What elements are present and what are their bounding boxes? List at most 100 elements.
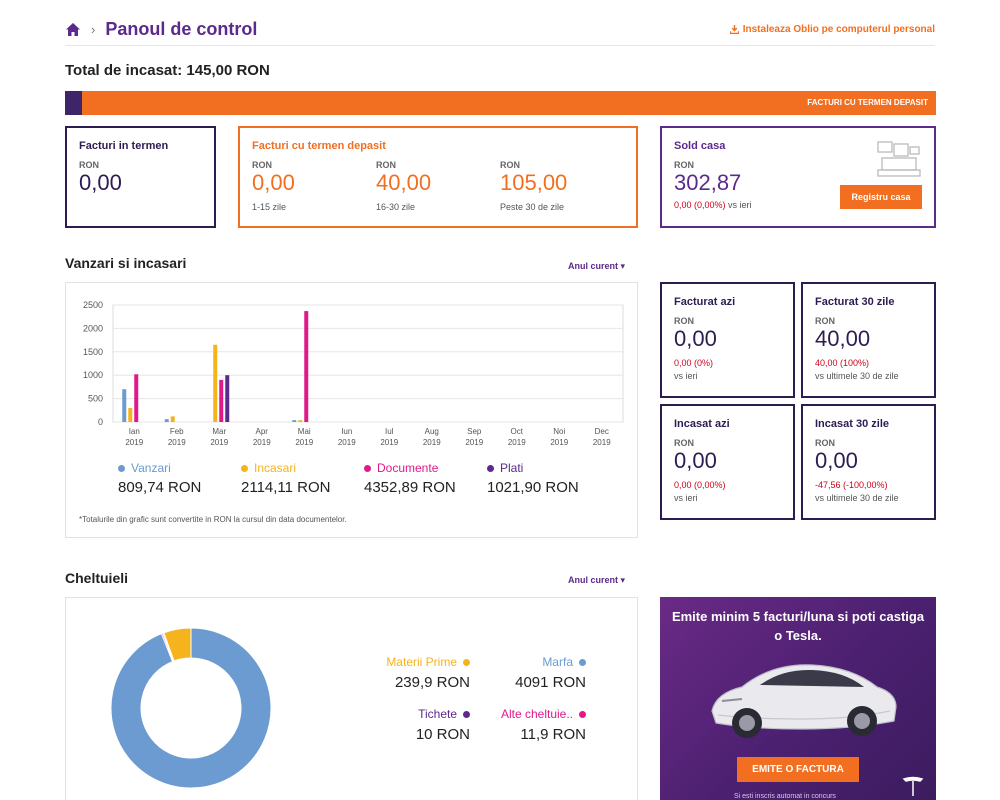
period-label: Anul curent [568, 575, 619, 585]
card-title: Facturi in termen [79, 140, 169, 152]
x-tick-label: Mai [298, 427, 311, 436]
x-tick-label: 2019 [210, 438, 228, 447]
expense-value: 239,9 RON [394, 674, 470, 691]
x-tick-label: 2019 [168, 438, 186, 447]
x-tick-label: Iul [385, 427, 394, 436]
x-tick-label: 2019 [295, 438, 313, 447]
compare-label: vs ieri [674, 371, 698, 381]
delta-value: 40,00 (100%) [815, 358, 870, 368]
currency-label: RON [674, 160, 694, 170]
dot-icon [487, 464, 494, 472]
currency-label: RON [815, 316, 835, 326]
legend-item[interactable]: Incasari 2114,11 RON [241, 461, 364, 496]
x-tick-label: 2019 [423, 438, 441, 447]
expense-name: Tichete [418, 707, 457, 721]
card-cash-balance: Sold casa RON 302,87 0,00 (0,00%) vs ier… [660, 126, 936, 228]
cash-register-icon [877, 141, 921, 177]
bar-documente [134, 374, 139, 422]
expense-value: 11,9 RON [520, 726, 586, 743]
x-tick-label: 2019 [380, 438, 398, 447]
bar-plati [225, 375, 230, 422]
card-title: Facturi cu termen depasit [252, 140, 386, 152]
y-tick-label: 2500 [83, 300, 103, 310]
y-tick-label: 500 [88, 394, 103, 404]
x-tick-label: 2019 [125, 438, 143, 447]
dot-icon [118, 464, 125, 472]
delta-suffix: vs ieri [728, 200, 752, 210]
chart-legend: Vanzari 809,74 RON Incasari 2114,11 RON … [118, 461, 610, 496]
currency-label: RON [674, 438, 694, 448]
card-collected-today: Incasat azi RON 0,00 0,00 (0,00%) vs ier… [660, 404, 795, 520]
x-tick-label: Aug [425, 427, 439, 436]
install-link-label: Instaleaza Oblio pe computerul personal [742, 24, 935, 35]
expense-item: Tichete 10 RON [350, 707, 470, 743]
issue-invoice-button[interactable]: EMITE O FACTURA [737, 757, 859, 782]
legend-value: 809,74 RON [118, 479, 202, 496]
x-tick-label: Ian [129, 427, 140, 436]
expenses-donut-chart [110, 627, 272, 789]
legend-value: 2114,11 RON [241, 479, 331, 496]
dot-icon [579, 710, 586, 718]
bar-vanzari [292, 420, 297, 422]
amount-value: 0,00 [674, 326, 717, 351]
legend-item[interactable]: Vanzari 809,74 RON [118, 461, 241, 496]
legend-item[interactable]: Documente 4352,89 RON [364, 461, 487, 496]
x-tick-label: Feb [170, 427, 184, 436]
y-tick-label: 0 [98, 417, 103, 427]
expense-name: Materii Prime [386, 655, 457, 669]
page-title: Panoul de control [105, 19, 258, 39]
bar-documente [304, 311, 309, 422]
delta-value: 0,00 (0,00%) [674, 200, 726, 210]
tesla-promo-banner[interactable]: Emite minim 5 facturi/luna si poti casti… [660, 597, 936, 800]
delta-value: 0,00 (0,00%) [674, 480, 726, 490]
card-invoices-in-term[interactable]: Facturi in termen RON 0,00 [65, 126, 216, 228]
promo-text: Emite minim 5 facturi/luna si poti casti… [671, 609, 925, 643]
amount-value: 302,87 [674, 170, 742, 195]
card-title: Incasat azi [674, 418, 730, 430]
amount-value: 40,00 [376, 170, 432, 195]
x-tick-label: 2019 [338, 438, 356, 447]
download-icon [729, 25, 739, 34]
dot-icon [463, 710, 470, 718]
chevron-right-icon: › [91, 22, 96, 37]
overdue-bucket: RON 40,00 16-30 zile [376, 160, 500, 212]
currency-label: RON [376, 160, 396, 170]
x-tick-label: 2019 [253, 438, 271, 447]
expense-value: 10 RON [415, 726, 470, 743]
cash-register-button[interactable]: Registru casa [840, 185, 922, 209]
legend-item[interactable]: Plati 1021,90 RON [487, 461, 610, 496]
currency-label: RON [815, 438, 835, 448]
y-tick-label: 1500 [83, 347, 103, 357]
bar-incasari [170, 416, 175, 422]
x-tick-label: Noi [553, 427, 565, 436]
home-icon[interactable] [65, 22, 81, 38]
x-tick-label: Apr [256, 427, 269, 436]
overdue-progress-bar: FACTURI CU TERMEN DEPASIT [65, 91, 936, 115]
donut-slice[interactable] [110, 627, 272, 789]
total-to-collect: Total de incasat: 145,00 RON [65, 62, 270, 79]
expenses-period-dropdown[interactable]: Anul curent ▾ [568, 575, 625, 586]
overdue-bucket: RON 0,00 1-15 zile [252, 160, 376, 212]
plot-area [112, 304, 624, 423]
install-link[interactable]: Instaleaza Oblio pe computerul personal [729, 24, 935, 35]
currency-label: RON [674, 316, 694, 326]
dot-icon [241, 464, 248, 472]
donut-slice[interactable] [163, 627, 192, 662]
card-invoices-overdue[interactable]: Facturi cu termen depasit RON 0,00 1-15 … [238, 126, 638, 228]
bar-incasari [298, 420, 303, 422]
bar-vanzari [122, 389, 127, 422]
car-image [711, 664, 897, 738]
bar-incasari [213, 344, 218, 422]
sales-period-dropdown[interactable]: Anul curent ▾ [568, 261, 625, 272]
legend-name: Documente [377, 461, 439, 475]
delta-value: -47,56 (-100,00%) [815, 480, 888, 490]
legend-name: Incasari [254, 461, 297, 475]
dot-icon [364, 464, 371, 472]
legend-name: Vanzari [131, 461, 171, 475]
x-tick-label: 2019 [593, 438, 611, 447]
legend-name: Plati [500, 461, 524, 475]
y-tick-label: 2000 [83, 323, 103, 333]
legend-value: 4352,89 RON [364, 479, 456, 496]
expense-item: Materii Prime 239,9 RON [350, 655, 470, 691]
card-collected-30-days: Incasat 30 zile RON 0,00 -47,56 (-100,00… [801, 404, 936, 520]
